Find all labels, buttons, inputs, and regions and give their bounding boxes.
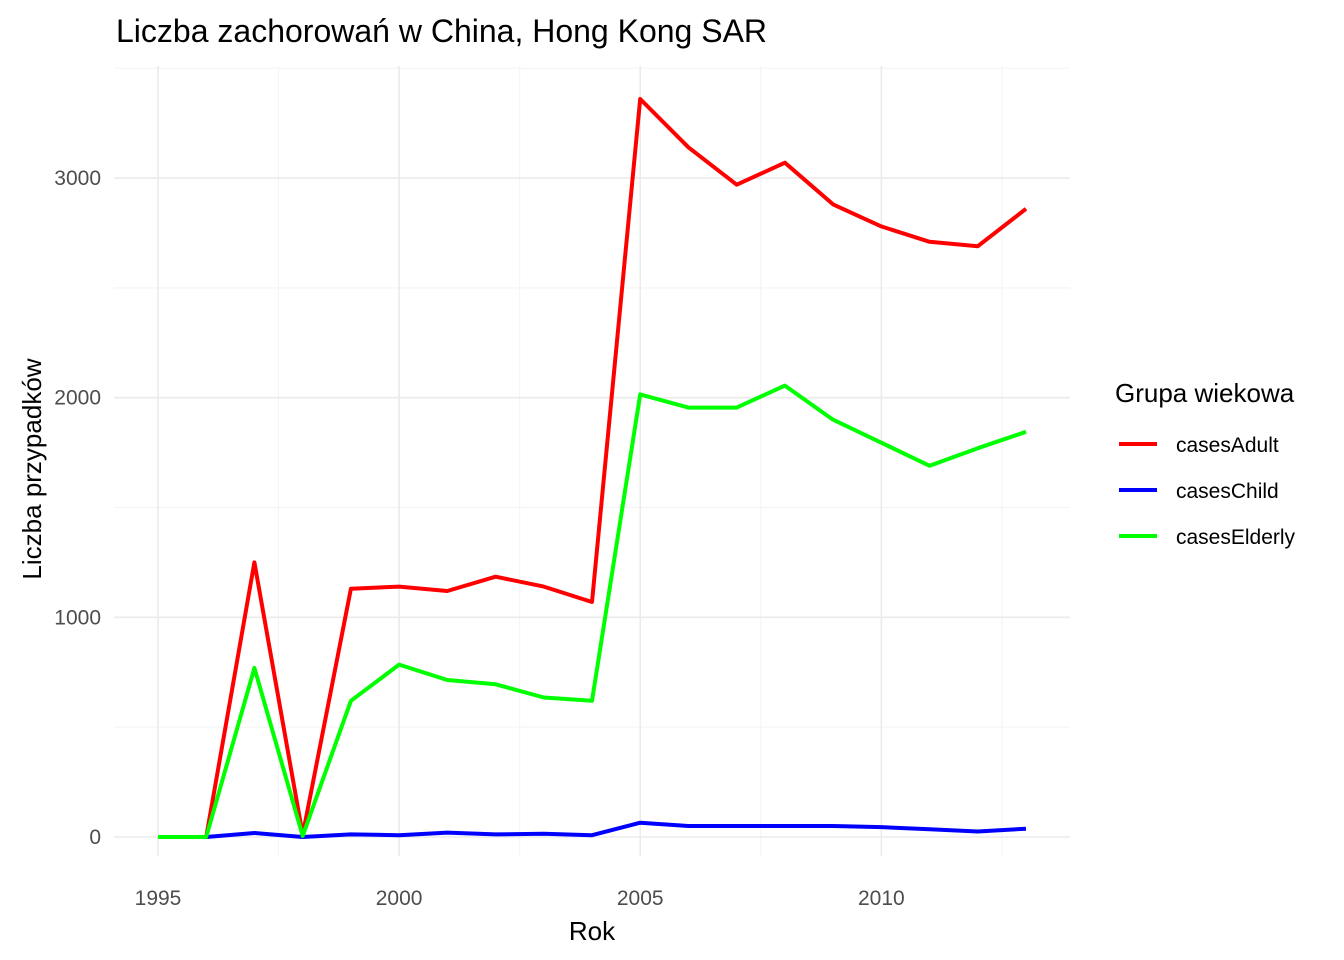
y-axis-title: Liczba przypadków: [17, 358, 47, 579]
x-tick-label: 2010: [858, 887, 905, 910]
legend-item-casesElderly: casesElderly: [1119, 526, 1296, 549]
series-line-casesElderly: [158, 383, 1027, 839]
legend-items: casesAdult casesChild casesElderly: [1119, 434, 1296, 549]
series-line-casesAdult: [158, 97, 1028, 839]
x-axis-ticks: 1995 2000 2005 2010: [135, 887, 905, 910]
legend-label: casesElderly: [1176, 526, 1296, 549]
legend-label: casesAdult: [1176, 434, 1279, 457]
y-axis-ticks: 0 1000 2000 3000: [54, 167, 101, 849]
legend-title: Grupa wiekowa: [1115, 378, 1295, 408]
y-tick-label: 0: [89, 826, 101, 849]
legend-label: casesChild: [1176, 480, 1279, 503]
legend: Grupa wiekowa casesAdult casesChild casesE…: [1115, 378, 1296, 549]
x-tick-label: 2005: [617, 887, 664, 910]
y-tick-label: 3000: [54, 167, 101, 190]
legend-item-casesChild: casesChild: [1119, 480, 1279, 503]
legend-item-casesAdult: casesAdult: [1119, 434, 1279, 457]
minor-gridlines: [114, 66, 1070, 856]
major-gridlines: [114, 66, 1070, 856]
series-lines: [158, 97, 1028, 839]
y-tick-label: 2000: [54, 387, 101, 410]
y-tick-label: 1000: [54, 606, 101, 629]
x-tick-label: 1995: [135, 887, 182, 910]
chart-title: Liczba zachorowań w China, Hong Kong SAR: [116, 13, 767, 49]
series-line-casesChild: [158, 820, 1027, 839]
x-axis-title: Rok: [569, 916, 616, 946]
x-tick-label: 2000: [376, 887, 423, 910]
